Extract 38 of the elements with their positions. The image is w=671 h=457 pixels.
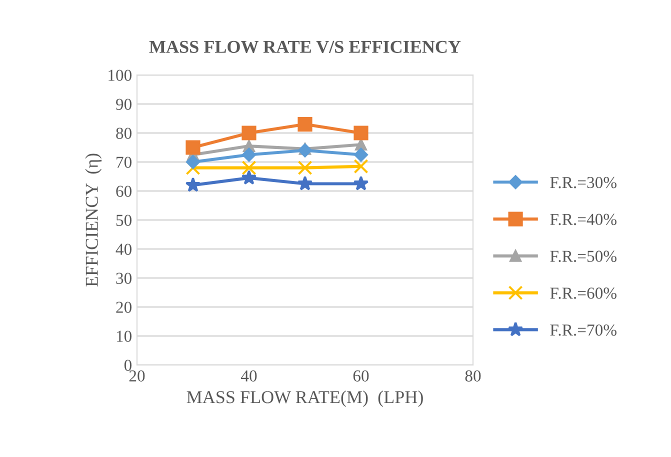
legend-label: F.R.=50% — [550, 250, 616, 262]
y-tick-label: 40 — [116, 244, 132, 255]
x-tick-label: 60 — [353, 370, 369, 382]
point — [298, 117, 312, 132]
x-axis-title: MASS FLOW RATE(M) (LPH) — [186, 390, 423, 407]
point — [241, 170, 257, 185]
y-tick-label: 100 — [108, 70, 132, 81]
point — [353, 176, 369, 190]
x-tick-label: 80 — [465, 370, 481, 382]
y-tick-label: 80 — [116, 128, 132, 139]
point — [242, 126, 256, 140]
point — [297, 176, 313, 190]
x-tick-label: 40 — [240, 370, 257, 382]
point — [186, 140, 200, 155]
point — [354, 126, 368, 140]
point — [298, 143, 312, 158]
y-tick-label: 60 — [116, 186, 132, 197]
legend-label: F.R.=40% — [550, 214, 616, 226]
y-tick-label: 50 — [116, 214, 132, 226]
x-tick-label: 20 — [129, 370, 145, 382]
legend-label: F.R.=60% — [550, 288, 616, 299]
point — [242, 148, 256, 162]
point — [354, 148, 368, 162]
y-tick-label: 10 — [116, 330, 132, 342]
y-tick-label: 90 — [116, 98, 132, 110]
y-tick-label: 70 — [116, 156, 132, 168]
legend-label: F.R.=30% — [550, 176, 616, 188]
y-axis-title: EFFICIENCY (η) — [85, 154, 102, 287]
y-tick-label: 0 — [124, 360, 132, 371]
point — [185, 177, 201, 192]
chart-title: MASS FLOW RATE V/S EFFICIENCY — [149, 40, 461, 54]
point — [186, 155, 200, 169]
point — [354, 159, 368, 174]
y-tick-label: 30 — [116, 272, 132, 284]
point — [298, 160, 312, 176]
legend-label: F.R.=70% — [550, 324, 616, 336]
y-tick-label: 20 — [116, 302, 132, 313]
point — [242, 160, 256, 176]
